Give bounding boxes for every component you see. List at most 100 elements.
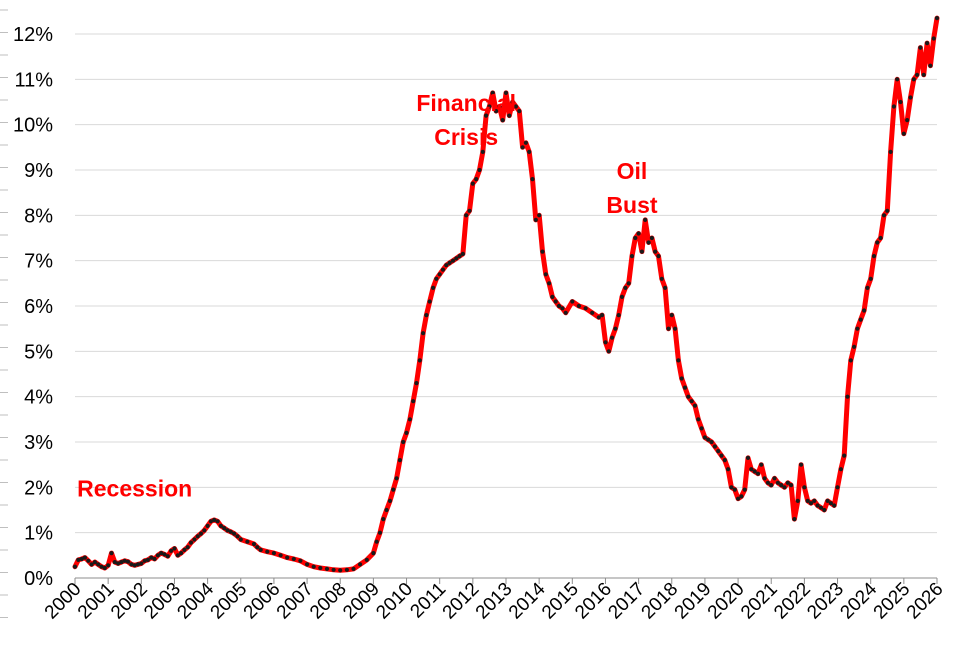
- x-tick-label: 2009: [339, 579, 384, 624]
- data-point: [450, 258, 456, 263]
- x-tick-label: 2006: [240, 579, 285, 624]
- data-point: [444, 263, 449, 268]
- data-point: [540, 249, 545, 254]
- data-point: [484, 113, 489, 118]
- data-point: [500, 118, 505, 123]
- x-tick-label: 2025: [870, 579, 915, 624]
- data-point: [785, 480, 790, 485]
- data-point: [467, 208, 472, 213]
- data-point: [404, 430, 409, 435]
- x-tick-label: 2003: [140, 579, 185, 624]
- data-point: [666, 326, 671, 331]
- data-point: [285, 555, 290, 560]
- data-point: [358, 562, 363, 567]
- y-tick-label: 9%: [24, 160, 53, 182]
- data-point: [427, 299, 432, 304]
- data-point: [871, 254, 877, 259]
- data-point: [513, 104, 519, 109]
- data-point: [195, 534, 200, 539]
- data-point: [142, 558, 147, 563]
- data-point: [76, 557, 81, 563]
- data-point: [139, 561, 144, 566]
- x-tick-label: 2018: [638, 579, 683, 624]
- data-point: [490, 90, 495, 95]
- y-tick-label: 2%: [24, 477, 53, 499]
- data-point: [845, 394, 850, 399]
- data-point: [626, 281, 631, 286]
- series-markers: [72, 16, 940, 573]
- data-point: [736, 496, 741, 501]
- y-tick-label: 0%: [24, 568, 53, 590]
- data-point: [238, 537, 243, 542]
- data-point: [431, 285, 436, 290]
- data-point: [225, 528, 230, 533]
- data-point: [298, 558, 303, 563]
- data-point: [828, 501, 834, 506]
- data-point: [218, 523, 223, 529]
- data-point: [745, 455, 751, 460]
- data-point: [653, 249, 658, 254]
- data-point: [925, 41, 930, 46]
- data-point: [673, 326, 678, 331]
- x-axis: [74, 577, 938, 584]
- data-point: [570, 299, 575, 304]
- data-point: [132, 563, 137, 568]
- data-point: [255, 545, 260, 550]
- data-point: [799, 462, 804, 467]
- data-point: [878, 235, 883, 241]
- data-point: [755, 471, 761, 476]
- data-point: [215, 519, 220, 524]
- y-tick-label: 1%: [24, 523, 53, 545]
- data-point: [789, 483, 794, 488]
- data-point: [663, 285, 668, 290]
- data-point: [818, 505, 824, 510]
- x-tick-label: 2011: [406, 579, 450, 623]
- annotation-label: Bust: [606, 192, 657, 218]
- data-point: [424, 313, 429, 318]
- data-point: [862, 308, 867, 313]
- data-point: [619, 294, 625, 299]
- data-point: [702, 435, 708, 440]
- data-point: [109, 551, 114, 556]
- data-point: [245, 539, 250, 544]
- data-point: [278, 553, 283, 558]
- data-point: [643, 217, 648, 222]
- x-tick-label: 2016: [571, 579, 616, 624]
- data-point: [384, 507, 389, 513]
- x-tick-label: 2023: [803, 579, 848, 624]
- data-point: [434, 276, 439, 281]
- data-point: [523, 140, 529, 145]
- data-point: [119, 560, 124, 565]
- x-tick-label: 2024: [836, 578, 881, 623]
- data-point: [159, 551, 164, 556]
- x-tick-label: 2022: [770, 579, 815, 624]
- data-point: [106, 563, 111, 568]
- data-point: [928, 63, 933, 68]
- data-point: [802, 485, 807, 490]
- data-point: [102, 565, 107, 571]
- data-point: [421, 331, 426, 336]
- data-point: [795, 498, 800, 503]
- data-point: [271, 551, 276, 556]
- y-tick-label: 12%: [13, 24, 53, 46]
- data-point: [749, 467, 754, 472]
- data-point: [407, 417, 412, 422]
- x-axis-tick-labels: 2000200120022003200420052006200720082009…: [41, 578, 948, 623]
- data-point: [235, 534, 240, 539]
- y-tick-label: 4%: [24, 387, 53, 409]
- data-point: [374, 539, 379, 544]
- data-point: [752, 469, 757, 474]
- data-point: [729, 485, 734, 490]
- data-point: [842, 453, 847, 458]
- data-point: [885, 208, 890, 213]
- data-point: [543, 272, 548, 277]
- data-point: [338, 568, 343, 573]
- data-point: [560, 306, 565, 311]
- x-tick-label: 2008: [306, 579, 351, 624]
- data-point: [865, 285, 870, 290]
- data-point: [464, 213, 469, 218]
- data-point: [692, 403, 698, 408]
- data-point: [682, 385, 688, 390]
- data-point: [563, 310, 568, 315]
- data-point: [324, 566, 330, 572]
